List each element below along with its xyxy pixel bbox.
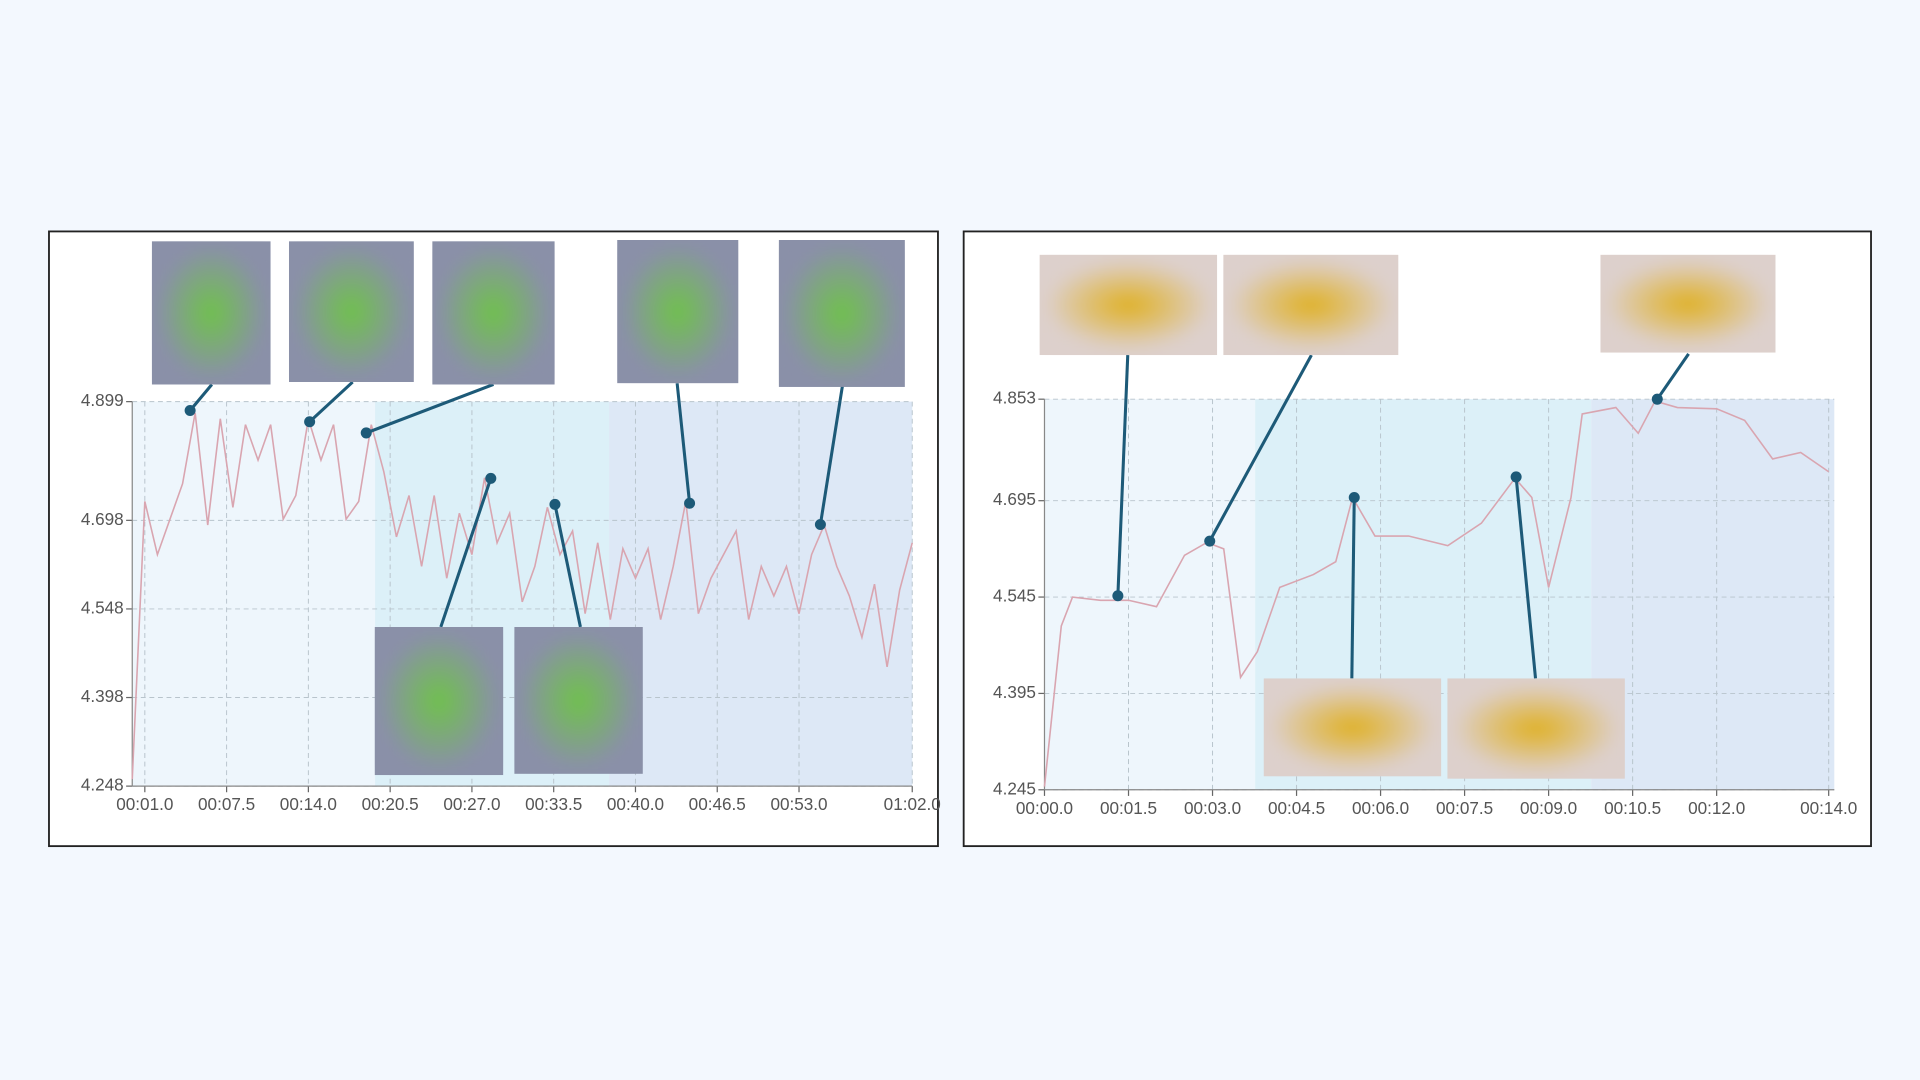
thumbnail-image bbox=[1605, 259, 1771, 348]
thumbnail-image bbox=[437, 246, 550, 380]
thumbnail-image bbox=[622, 244, 734, 379]
thumbnail bbox=[1039, 254, 1218, 356]
annotation-connector bbox=[308, 380, 354, 423]
x-tick-label: 00:20.5 bbox=[362, 794, 419, 814]
x-tick-label: 00:53.0 bbox=[770, 794, 827, 814]
thumbnail-image bbox=[293, 246, 409, 378]
annotation-connector bbox=[818, 385, 844, 525]
thumbnail bbox=[778, 240, 905, 387]
x-tick-label: 00:07.5 bbox=[198, 794, 255, 814]
y-tick-label: 4.248 bbox=[81, 775, 124, 795]
x-tick-label: 00:07.5 bbox=[1436, 798, 1493, 818]
y-tick-label: 4.853 bbox=[993, 388, 1036, 408]
region bbox=[1591, 399, 1835, 790]
annotation-point bbox=[684, 497, 696, 509]
chart-panel: 4.248 4.398 4.548 4.698 4.899 00:01.0 00:07.5 0… bbox=[48, 230, 941, 848]
thumbnail bbox=[151, 241, 271, 385]
thumbnail-image bbox=[519, 631, 638, 769]
y-tick-label: 4.899 bbox=[81, 390, 124, 410]
data-line bbox=[1043, 400, 1830, 787]
thumbnail-image bbox=[156, 246, 266, 380]
y-tick-label: 4.545 bbox=[993, 586, 1036, 606]
chart-panel: 4.245 4.395 4.545 4.695 4.853 00:00.0 00:01.5 0… bbox=[962, 230, 1872, 848]
x-tick-label: 00:12.0 bbox=[1688, 798, 1745, 818]
annotation-point bbox=[1348, 491, 1360, 503]
x-tick-label: 00:27.0 bbox=[443, 794, 500, 814]
y-tick-label: 4.695 bbox=[993, 489, 1036, 509]
x-tick-label: 00:04.5 bbox=[1268, 798, 1325, 818]
x-tick-label: 00:01.0 bbox=[116, 794, 173, 814]
thumbnail bbox=[1263, 678, 1442, 777]
annotation-connector bbox=[1350, 497, 1356, 679]
thumbnail-image bbox=[1044, 259, 1213, 351]
y-tick-label: 4.245 bbox=[993, 778, 1036, 798]
annotation-connector bbox=[365, 383, 495, 435]
annotation-point bbox=[549, 498, 561, 510]
annotation-connector bbox=[553, 504, 582, 628]
x-tick-label: 00:14.0 bbox=[280, 794, 337, 814]
annotation-point bbox=[360, 427, 372, 439]
annotation-point bbox=[1204, 535, 1216, 547]
region bbox=[609, 401, 913, 787]
annotation-point bbox=[485, 472, 497, 484]
thumbnail-image bbox=[1452, 683, 1620, 774]
thumbnail-image bbox=[1228, 259, 1394, 351]
x-tick-label: 00:40.0 bbox=[607, 794, 664, 814]
thumbnail bbox=[1223, 254, 1399, 356]
annotation-connector bbox=[675, 383, 692, 504]
x-tick-label: 01:02.0 bbox=[884, 794, 941, 814]
thumbnail bbox=[374, 626, 504, 776]
thumbnail-image bbox=[783, 244, 900, 383]
x-tick-label: 00:10.5 bbox=[1604, 798, 1661, 818]
thumbnail bbox=[432, 241, 555, 385]
annotation-point bbox=[814, 518, 826, 530]
annotation-point bbox=[1651, 393, 1663, 405]
x-tick-label: 00:00.0 bbox=[1016, 798, 1073, 818]
annotation-connector bbox=[188, 383, 214, 412]
annotation-connector bbox=[1116, 355, 1130, 596]
annotation-connector bbox=[439, 477, 493, 628]
x-tick-label: 00:09.0 bbox=[1520, 798, 1577, 818]
annotation-point bbox=[1510, 471, 1522, 483]
x-tick-label: 00:06.0 bbox=[1352, 798, 1409, 818]
annotation-connector bbox=[1656, 353, 1690, 401]
annotation-point bbox=[184, 404, 196, 417]
thumbnail bbox=[514, 626, 643, 774]
data-line bbox=[131, 412, 914, 780]
annotation-connector bbox=[1514, 476, 1538, 679]
y-tick-label: 4.395 bbox=[993, 682, 1036, 702]
y-tick-label: 4.548 bbox=[81, 597, 124, 617]
x-tick-label: 00:46.5 bbox=[689, 794, 746, 814]
thumbnail bbox=[288, 241, 414, 383]
thumbnail bbox=[1600, 254, 1776, 353]
x-tick-label: 00:14.0 bbox=[1800, 798, 1857, 818]
x-tick-label: 00:01.5 bbox=[1100, 798, 1157, 818]
annotation-point bbox=[304, 416, 316, 428]
region bbox=[132, 401, 376, 787]
thumbnail-image bbox=[379, 631, 499, 771]
thumbnail-image bbox=[1268, 683, 1437, 772]
region bbox=[1044, 399, 1256, 790]
thumbnail bbox=[617, 240, 739, 384]
annotation-connector bbox=[1208, 354, 1313, 542]
y-tick-label: 4.398 bbox=[81, 686, 124, 706]
x-tick-label: 00:33.5 bbox=[525, 794, 582, 814]
y-tick-label: 4.698 bbox=[81, 509, 124, 529]
annotation-point bbox=[1112, 590, 1124, 602]
thumbnail bbox=[1447, 678, 1625, 779]
x-tick-label: 00:03.0 bbox=[1184, 798, 1241, 818]
